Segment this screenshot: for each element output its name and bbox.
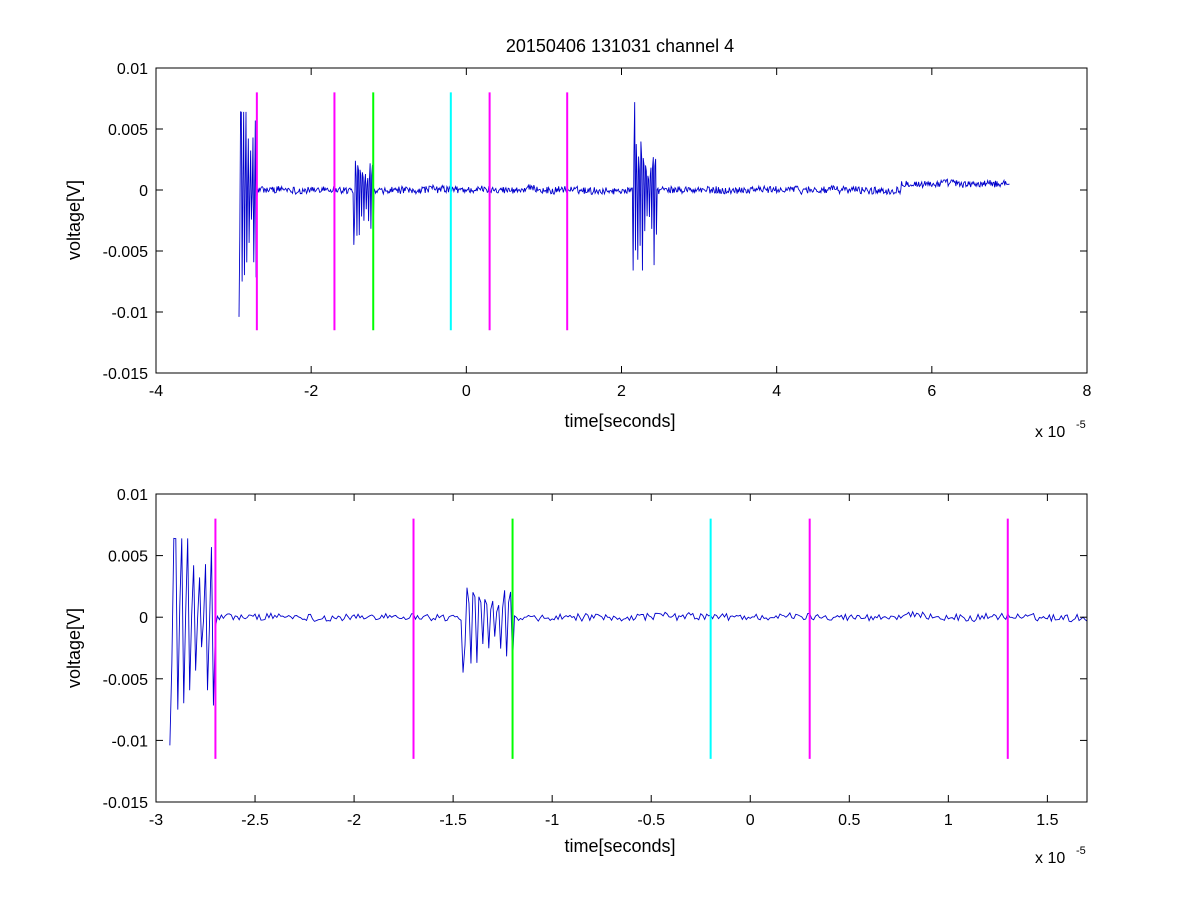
bottom-y-tick-label: -0.015 — [103, 795, 148, 812]
bottom-x-scale-exponent: -5 — [1076, 845, 1086, 857]
bottom-y-ticks: -0.015 -0.01 -0.005 0 0.005 0.01 — [103, 487, 1087, 812]
top-x-ticks: -4 -2 0 2 4 6 8 — [149, 68, 1092, 400]
top-x-tick-label: -4 — [149, 383, 163, 400]
top-y-tick-label: 0.005 — [108, 122, 148, 139]
bottom-x-tick-label: -0.5 — [637, 812, 665, 829]
bottom-x-ticks: -3 -2.5 -2 -1.5 -1 -0.5 0 0.5 1 1.5 — [149, 494, 1059, 829]
bottom-x-tick-label: 1 — [944, 812, 953, 829]
top-x-tick-label: 8 — [1083, 383, 1092, 400]
top-x-scale-exponent: -5 — [1076, 419, 1086, 431]
top-x-tick-label: 4 — [772, 383, 781, 400]
bottom-y-tick-label: 0.01 — [117, 487, 148, 504]
top-x-tick-label: 6 — [927, 383, 936, 400]
bottom-x-tick-label: -1 — [545, 812, 559, 829]
bottom-x-tick-label: -3 — [149, 812, 163, 829]
bottom-y-axis-label: voltage[V] — [64, 608, 84, 688]
top-y-ticks: -0.015 -0.01 -0.005 0 0.005 0.01 — [103, 61, 1087, 383]
bottom-y-tick-label: 0.005 — [108, 549, 148, 566]
bottom-x-scale-multiplier: x 10 — [1035, 850, 1065, 867]
bottom-y-tick-label: -0.005 — [103, 672, 148, 689]
bottom-x-tick-label: -1.5 — [439, 812, 467, 829]
bottom-y-tick-label: -0.01 — [112, 733, 149, 750]
top-marker-layer — [255, 92, 569, 331]
bottom-x-tick-label: 1.5 — [1036, 812, 1058, 829]
top-plot-frame — [155, 67, 1088, 374]
bottom-x-tick-label: -2 — [347, 812, 361, 829]
top-y-axis-label: voltage[V] — [64, 180, 84, 260]
top-series-layer — [238, 102, 1010, 317]
top-y-tick-label: 0.01 — [117, 61, 148, 78]
top-x-tick-label: 2 — [617, 383, 626, 400]
top-axes: 20150406 131031 channel 4 -4 -2 0 2 4 6 8 -0.0… — [64, 36, 1092, 441]
bottom-x-axis-label: time[seconds] — [564, 836, 675, 856]
top-y-tick-label: -0.005 — [103, 244, 148, 261]
bottom-x-tick-label: 0.5 — [838, 812, 860, 829]
top-y-tick-label: -0.015 — [103, 366, 148, 383]
bottom-plot-frame — [155, 493, 1088, 803]
bottom-x-tick-label: -2.5 — [241, 812, 269, 829]
bottom-axes: -3 -2.5 -2 -1.5 -1 -0.5 0 0.5 1 1.5 -0.015-0.01-0… — [64, 487, 1088, 867]
top-y-tick-label: 0 — [139, 183, 148, 200]
bottom-series-layer — [169, 537, 1088, 746]
top-x-scale-multiplier: x 10 — [1035, 424, 1065, 441]
bottom-x-tick-label: 0 — [746, 812, 755, 829]
top-x-tick-label: 0 — [462, 383, 471, 400]
bottom-y-tick-label: 0 — [139, 610, 148, 627]
top-x-axis-label: time[seconds] — [564, 411, 675, 431]
bottom-marker-layer — [214, 518, 1009, 759]
top-y-tick-label: -0.01 — [112, 305, 149, 322]
top-signal-line — [238, 102, 1010, 317]
top-chart-title: 20150406 131031 channel 4 — [506, 36, 734, 56]
bottom-signal-line — [169, 537, 1088, 746]
top-x-tick-label: -2 — [304, 383, 318, 400]
